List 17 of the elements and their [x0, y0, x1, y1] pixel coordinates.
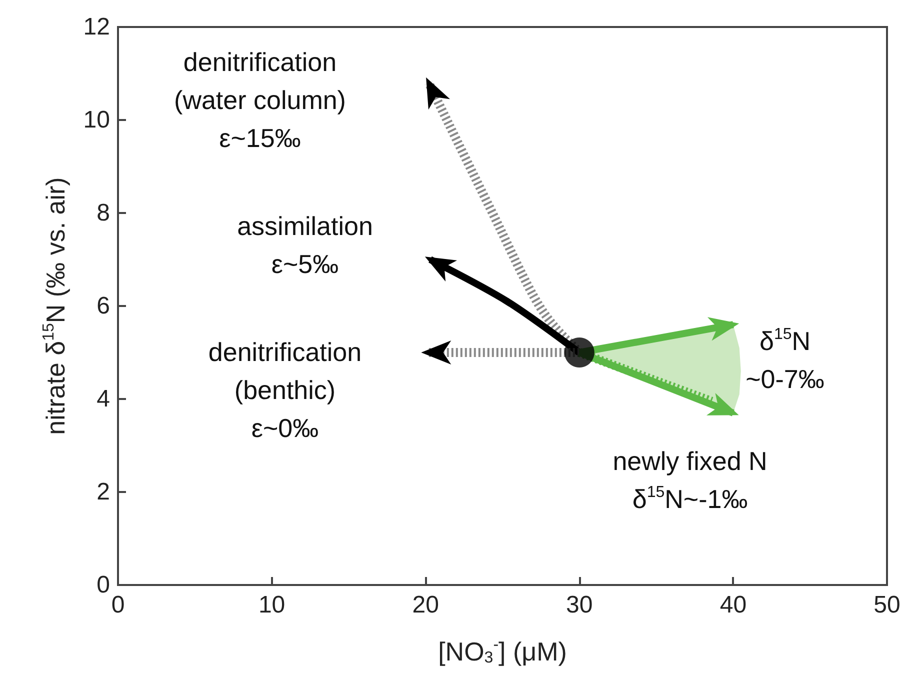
y-tick-label: 8 [96, 200, 110, 226]
x-tick-label: 20 [412, 592, 439, 618]
y-tick-label: 12 [83, 14, 110, 40]
annotation: denitrification (benthic) ε~0‰ [208, 337, 362, 443]
x-tick-label: 50 [874, 592, 900, 618]
x-tick-label: 40 [720, 592, 747, 618]
y-axis-title: nitrate δ15N (‰ vs. air) [40, 177, 70, 435]
y-tick-label: 10 [83, 106, 110, 134]
y-tick-label: 0 [96, 572, 110, 598]
x-tick-label: 10 [258, 592, 286, 618]
y-tick-label: 6 [96, 292, 110, 320]
x-tick-label: 30 [566, 592, 593, 618]
y-tick-label: 2 [96, 478, 110, 506]
annotation: denitrification (water column) ε~15‰ [174, 47, 346, 153]
annotation: assimilation ε~5‰ [237, 211, 373, 279]
y-tick-label: 4 [96, 386, 110, 412]
x-axis-title: [NO3-] (μM) [438, 636, 567, 666]
